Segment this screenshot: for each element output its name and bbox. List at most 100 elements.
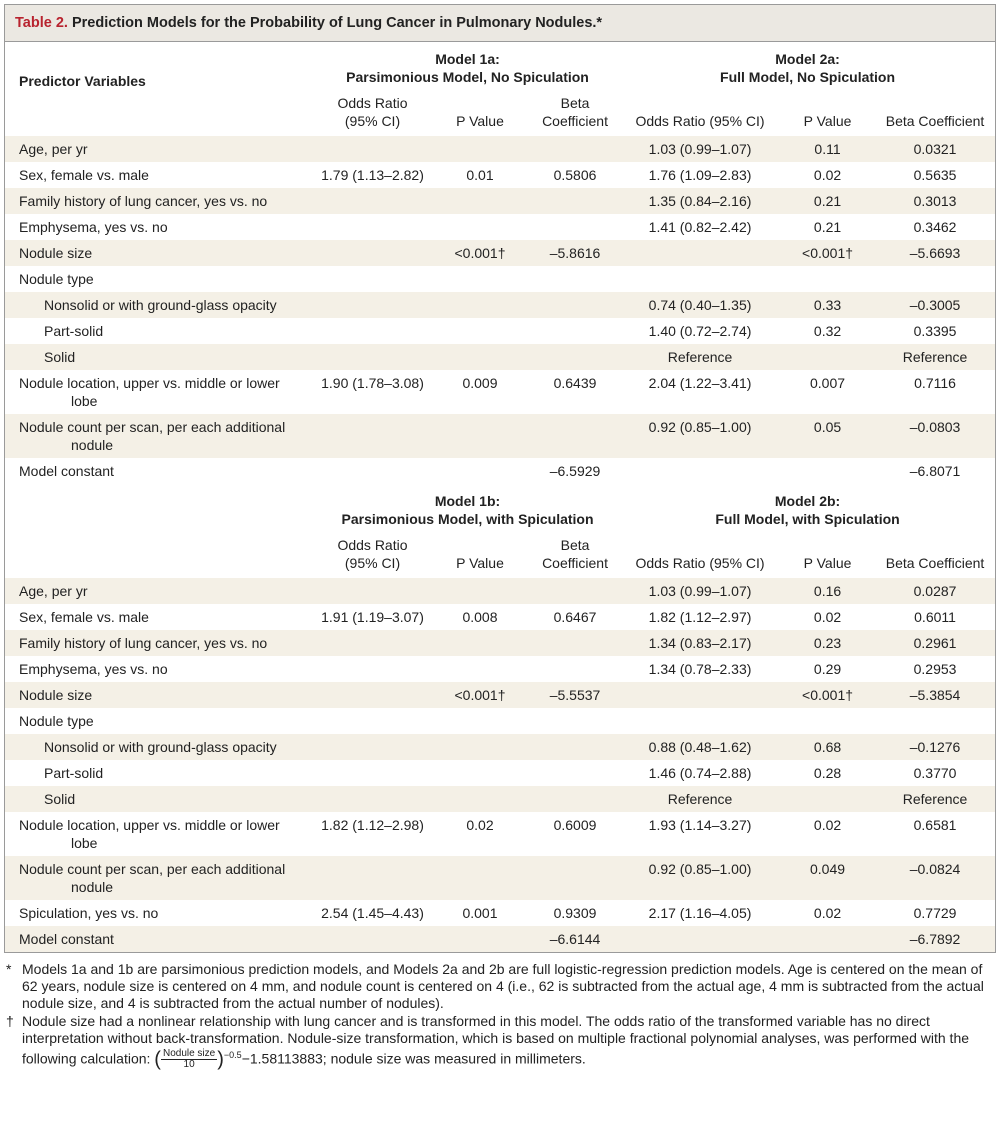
- table-cell: [315, 188, 430, 214]
- table-cell: [430, 266, 530, 292]
- predictor-header-cell: Predictor Variables: [5, 42, 315, 136]
- table-row: Nodule count per scan, per each addition…: [5, 414, 996, 458]
- table-cell: [530, 266, 620, 292]
- table-row: Nodule size <0.001† –5.5537 <0.001† –5.3854: [5, 682, 996, 708]
- table-cell: 0.5806: [553, 167, 597, 183]
- table-cell: 0.0287: [875, 578, 996, 604]
- table-cell: [530, 760, 620, 786]
- table-row: Model constant –6.5929 –6.8071: [5, 458, 995, 484]
- footnote-symbol: †: [6, 1013, 14, 1029]
- table-cell: 0.05: [780, 414, 876, 458]
- table-cell: [430, 734, 530, 760]
- table-cell: 0.01: [466, 167, 494, 183]
- footnote: * Models 1a and 1b are parsimonious predi…: [4, 961, 994, 1012]
- table-cell: 0.5635: [913, 167, 957, 183]
- table-cell: 0.0321: [875, 136, 996, 162]
- table-cell: 2.17 (1.16–4.05): [648, 905, 752, 921]
- table-cell: [530, 344, 621, 370]
- row-label-cell: Nodule count per scan, per each addition…: [5, 414, 315, 458]
- table-row: Age, per yr 1.03 (0.99–1.07) 0.11 0.0321: [5, 136, 996, 162]
- footnote-text: Nodule size had a nonlinear relationship…: [22, 1013, 970, 1067]
- table-cell: 1.90 (1.78–3.08): [321, 375, 424, 391]
- table-row: Age, per yr 1.03 (0.99–1.07) 0.16 0.0287: [5, 578, 996, 604]
- table-row: Nonsolid or with ground-glass opacity 0.7…: [5, 292, 996, 318]
- table-cell: [315, 240, 430, 266]
- row-label-cell: Spiculation, yes vs. no: [5, 900, 315, 926]
- table-cell: 2.04 (1.22–3.41): [648, 375, 752, 391]
- table-cell: [430, 214, 530, 240]
- table-cell: 0.6439: [553, 375, 597, 391]
- table-cell: 0.92 (0.85–1.00): [620, 856, 781, 900]
- table-cell: [620, 682, 781, 708]
- footnotes: * Models 1a and 1b are parsimonious predi…: [4, 961, 994, 1071]
- table-cell: 0.9309: [553, 905, 597, 921]
- table-cell: 0.68: [780, 734, 876, 760]
- table-cell: 1.34 (0.78–2.33): [648, 661, 752, 677]
- table-cell: 0.21: [780, 188, 876, 214]
- table-cell: [315, 292, 430, 318]
- table-cell: 1.46 (0.74–2.88): [648, 765, 752, 781]
- table-cell: 0.33: [780, 292, 876, 318]
- row-label: Family history of lung cancer, yes vs. n…: [19, 635, 268, 651]
- table-cell: 0.001: [462, 905, 498, 921]
- table-cell: [530, 188, 621, 214]
- row-label: Spiculation, yes vs. no: [19, 905, 159, 921]
- row-label: Nonsolid or with ground-glass opacity: [44, 297, 277, 313]
- model-name: Model 2b:: [774, 493, 841, 509]
- row-label: Nodule location, upper vs. middle or low…: [19, 375, 280, 409]
- table-cell: [530, 734, 621, 760]
- table-title-text: Prediction Models for the Probability of…: [71, 15, 603, 31]
- table-cell: [780, 926, 876, 952]
- table-cell: [315, 856, 430, 900]
- table-row: Nonsolid or with ground-glass opacity 0.8…: [5, 734, 996, 760]
- footnote: † Nodule size had a nonlinear relationshi…: [4, 1013, 994, 1070]
- table-cell: [530, 578, 621, 604]
- table-cell: [530, 708, 620, 734]
- table-row: Nodule size <0.001† –5.8616 <0.001† –5.6693: [5, 240, 996, 266]
- row-label: Age, per yr: [19, 583, 88, 599]
- table-cell: 0.02: [813, 609, 842, 625]
- table-cell: 0.6467: [553, 609, 597, 625]
- table-title: Table 2. Prediction Models for the Proba…: [5, 5, 995, 42]
- row-label-cell: Family history of lung cancer, yes vs. n…: [5, 188, 315, 214]
- row-label: Model constant: [19, 463, 114, 479]
- table-cell: [780, 344, 876, 370]
- model-header: Model 1b: Parsimonious Model, with Spicul…: [315, 484, 620, 532]
- table-cell: [430, 708, 530, 734]
- table-row: Part-solid 1.46 (0.74–2.88) 0.28 0.3770: [5, 760, 995, 786]
- table-cell: Reference: [620, 344, 781, 370]
- table-cell: –6.6144: [530, 926, 621, 952]
- column-header: Odds Ratio (95% CI): [635, 555, 765, 571]
- table-cell: [315, 344, 430, 370]
- table-cell: 1.79 (1.13–2.82): [321, 167, 424, 183]
- column-header: Beta Coefficient: [542, 537, 608, 571]
- table-row: Nodule location, upper vs. middle or low…: [5, 370, 995, 414]
- row-label: Nodule location, upper vs. middle or low…: [19, 817, 280, 851]
- table-cell: [430, 656, 530, 682]
- table-cell: 1.35 (0.84–2.16): [620, 188, 781, 214]
- row-label-cell: Solid: [5, 786, 315, 812]
- table-cell: [530, 136, 621, 162]
- table-cell: <0.001†: [780, 240, 876, 266]
- table-cell: –6.7892: [875, 926, 996, 952]
- table-cell: [780, 708, 875, 734]
- table-cell: 1.03 (0.99–1.07): [620, 578, 781, 604]
- table-cell: [315, 458, 430, 484]
- table-cell: [430, 292, 530, 318]
- row-label: Nodule size: [19, 687, 93, 703]
- row-label: Nonsolid or with ground-glass opacity: [44, 739, 277, 755]
- table-cell: 1.82 (1.12–2.98): [321, 817, 424, 833]
- model-header: Model 1a: Parsimonious Model, No Spiculat…: [315, 42, 620, 90]
- table-cell: Reference: [875, 344, 996, 370]
- column-header: P Value: [456, 555, 504, 571]
- table-cell: –0.3005: [875, 292, 996, 318]
- model-name: Model 1b:: [434, 493, 501, 509]
- table-cell: <0.001†: [430, 682, 530, 708]
- row-label: Nodule count per scan, per each addition…: [19, 419, 286, 453]
- row-label: Family history of lung cancer, yes vs. n…: [19, 193, 268, 209]
- table-cell: 1.40 (0.72–2.74): [648, 323, 752, 339]
- table-cell: –5.3854: [875, 682, 996, 708]
- formula-fraction: Nodule size 10: [160, 1049, 218, 1070]
- table-cell: 0.7116: [914, 375, 956, 391]
- table-cell: [430, 414, 530, 458]
